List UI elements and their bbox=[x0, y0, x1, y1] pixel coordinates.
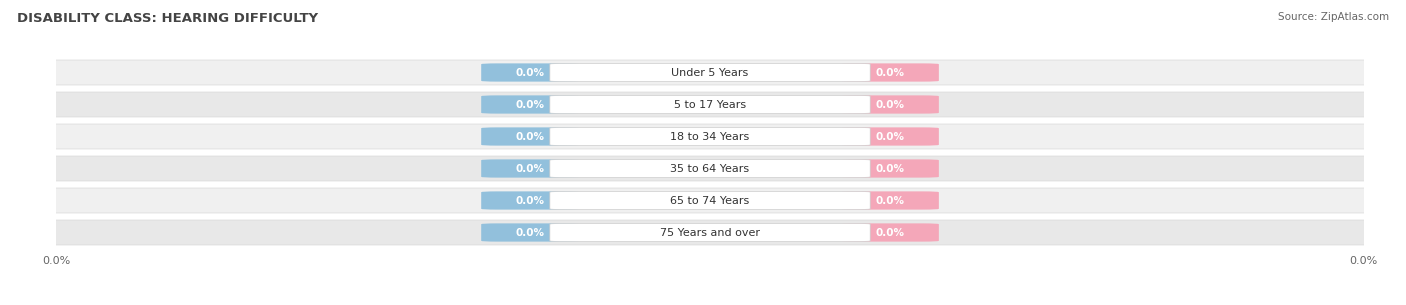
FancyBboxPatch shape bbox=[481, 63, 579, 82]
Text: Source: ZipAtlas.com: Source: ZipAtlas.com bbox=[1278, 12, 1389, 22]
FancyBboxPatch shape bbox=[841, 191, 939, 210]
Text: 0.0%: 0.0% bbox=[876, 228, 904, 238]
Text: 0.0%: 0.0% bbox=[516, 131, 544, 142]
FancyBboxPatch shape bbox=[37, 92, 1384, 117]
FancyBboxPatch shape bbox=[481, 160, 579, 178]
FancyBboxPatch shape bbox=[841, 63, 939, 82]
FancyBboxPatch shape bbox=[841, 160, 939, 178]
FancyBboxPatch shape bbox=[37, 60, 1384, 85]
FancyBboxPatch shape bbox=[37, 220, 1384, 245]
FancyBboxPatch shape bbox=[550, 191, 870, 210]
Text: 0.0%: 0.0% bbox=[876, 196, 904, 206]
FancyBboxPatch shape bbox=[481, 127, 579, 145]
Text: 0.0%: 0.0% bbox=[876, 67, 904, 77]
Text: 0.0%: 0.0% bbox=[516, 228, 544, 238]
Text: 0.0%: 0.0% bbox=[876, 163, 904, 174]
Text: 0.0%: 0.0% bbox=[516, 163, 544, 174]
FancyBboxPatch shape bbox=[37, 124, 1384, 149]
FancyBboxPatch shape bbox=[37, 156, 1384, 181]
Text: 18 to 34 Years: 18 to 34 Years bbox=[671, 131, 749, 142]
Text: DISABILITY CLASS: HEARING DIFFICULTY: DISABILITY CLASS: HEARING DIFFICULTY bbox=[17, 12, 318, 25]
FancyBboxPatch shape bbox=[550, 127, 870, 145]
Text: 35 to 64 Years: 35 to 64 Years bbox=[671, 163, 749, 174]
FancyBboxPatch shape bbox=[550, 63, 870, 82]
FancyBboxPatch shape bbox=[37, 188, 1384, 213]
FancyBboxPatch shape bbox=[841, 95, 939, 114]
Text: 0.0%: 0.0% bbox=[516, 196, 544, 206]
Text: 65 to 74 Years: 65 to 74 Years bbox=[671, 196, 749, 206]
FancyBboxPatch shape bbox=[481, 223, 579, 242]
FancyBboxPatch shape bbox=[481, 95, 579, 114]
FancyBboxPatch shape bbox=[550, 223, 870, 242]
Text: Under 5 Years: Under 5 Years bbox=[672, 67, 748, 77]
Text: 0.0%: 0.0% bbox=[516, 99, 544, 109]
FancyBboxPatch shape bbox=[550, 160, 870, 178]
Text: 0.0%: 0.0% bbox=[876, 99, 904, 109]
Text: 5 to 17 Years: 5 to 17 Years bbox=[673, 99, 747, 109]
Text: 75 Years and over: 75 Years and over bbox=[659, 228, 761, 238]
FancyBboxPatch shape bbox=[550, 95, 870, 114]
FancyBboxPatch shape bbox=[841, 223, 939, 242]
FancyBboxPatch shape bbox=[481, 191, 579, 210]
FancyBboxPatch shape bbox=[841, 127, 939, 145]
Text: 0.0%: 0.0% bbox=[876, 131, 904, 142]
Text: 0.0%: 0.0% bbox=[516, 67, 544, 77]
